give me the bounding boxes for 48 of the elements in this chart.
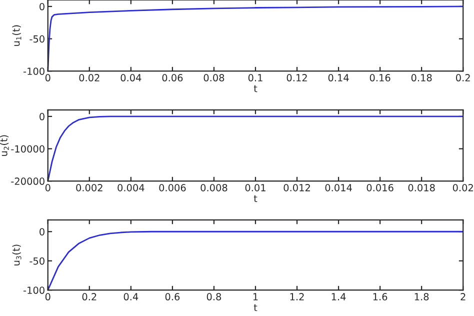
- y-tick-label: -50: [30, 257, 44, 265]
- y-tick-label: 0: [40, 112, 44, 120]
- x-tick-label: 0: [45, 184, 50, 192]
- y-axis-title: u$_{1}$(t): [12, 25, 22, 46]
- x-tick-label: 0: [45, 74, 50, 82]
- x-axis-title: t: [254, 85, 258, 92]
- x-tick-label: 1.4: [332, 293, 346, 300]
- x-tick-label: 0.04: [120, 74, 142, 82]
- x-tick-label: 0.2: [456, 74, 470, 82]
- x-tick-label: 0: [45, 293, 50, 300]
- x-axis-title: t: [254, 195, 258, 202]
- y-tick-label: -100: [24, 286, 44, 294]
- x-tick-label: 1.8: [414, 293, 429, 300]
- x-tick-label: 0.08: [204, 74, 224, 82]
- x-tick-label: 1.6: [373, 293, 388, 300]
- x-tick-label: 0.002: [76, 184, 102, 192]
- x-tick-label: 0.06: [162, 74, 183, 82]
- y-tick-label: -100: [24, 68, 44, 75]
- x-tick-label: 0.01: [245, 184, 266, 192]
- x-tick-label: 0.02: [79, 74, 100, 82]
- x-tick-label: 0.18: [411, 74, 432, 82]
- x-axis-title: t: [254, 304, 258, 312]
- x-tick-label: 1: [253, 293, 258, 300]
- x-tick-label: 2: [460, 293, 466, 300]
- x-tick-label: 0.02: [452, 184, 473, 192]
- x-tick-label: 0.004: [118, 184, 144, 192]
- y-tick-label: 0: [40, 2, 44, 10]
- x-tick-label: 0.16: [370, 74, 390, 82]
- x-tick-label: 0.4: [124, 293, 138, 300]
- x-tick-label: 0.014: [325, 184, 352, 192]
- x-tick-label: 0.016: [366, 184, 394, 192]
- x-tick-label: 0.012: [284, 184, 310, 192]
- y-tick-label: -10000: [11, 145, 44, 153]
- y-axis-title: u$_{2}$(t): [0, 135, 9, 156]
- y-tick-label: -20000: [11, 178, 44, 185]
- x-tick-label: 0.018: [408, 184, 435, 192]
- x-tick-label: 0.1: [248, 74, 262, 82]
- y-tick-label: 0: [40, 228, 44, 236]
- x-tick-label: 0.8: [206, 293, 222, 300]
- x-tick-label: 0.008: [200, 184, 228, 192]
- x-tick-label: 0.2: [82, 293, 96, 300]
- x-tick-label: 1.2: [290, 293, 304, 300]
- y-axis-title: u$_{3}$(t): [12, 244, 22, 266]
- y-tick-label: -50: [30, 35, 44, 43]
- x-tick-label: 0.14: [328, 74, 349, 82]
- x-tick-label: 0.006: [159, 184, 186, 192]
- x-tick-label: 0.12: [286, 74, 307, 82]
- x-tick-label: 0.6: [165, 293, 180, 300]
